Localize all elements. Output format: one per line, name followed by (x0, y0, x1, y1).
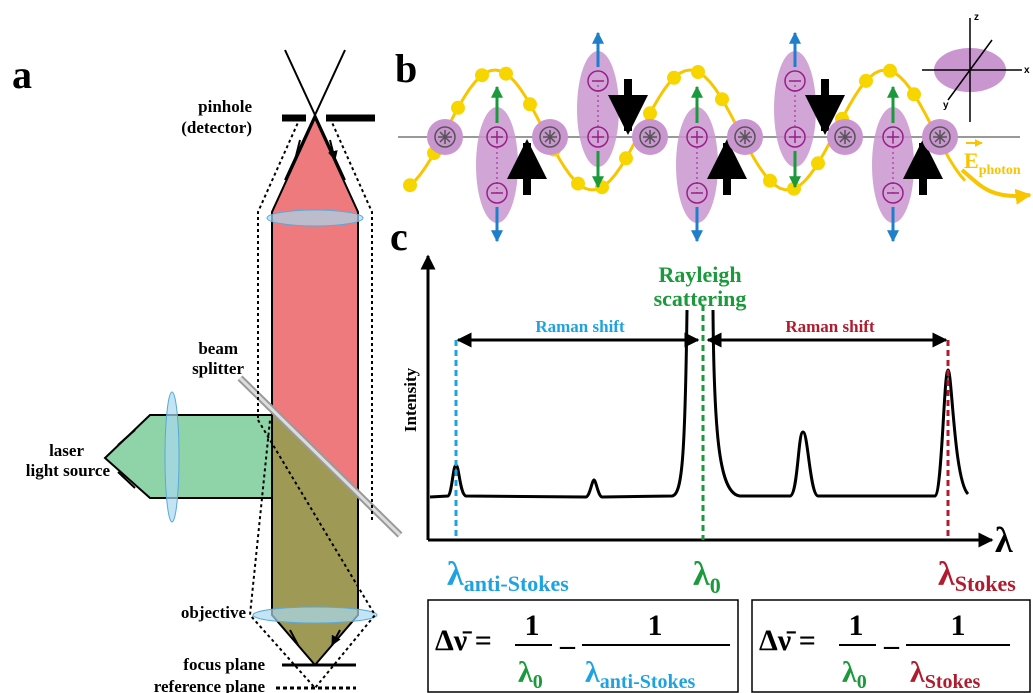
chain-bead (691, 65, 705, 79)
subscript: 0 (710, 573, 721, 598)
chain-bead (883, 64, 897, 78)
label: beam (198, 339, 238, 358)
chain-bead (859, 74, 873, 88)
molecule-chain (403, 33, 965, 241)
equation-lhs: Δν̄ = (759, 624, 816, 657)
subscript: 0 (533, 671, 543, 693)
panel-label: b (395, 46, 417, 91)
label: reference plane (154, 677, 266, 693)
denominator: λ0 (518, 656, 543, 693)
denominator: λStokes (910, 656, 981, 693)
lambda: λ (447, 556, 464, 593)
chain-bead (763, 174, 777, 188)
numerator: 1 (525, 609, 540, 642)
dipole (872, 107, 914, 223)
subscript: Stokes (925, 671, 981, 693)
denominator: λanti-Stokes (585, 656, 696, 693)
subscript: 0 (857, 671, 867, 693)
equation-lhs: Δν̄ = (435, 624, 492, 657)
chain-bead (667, 71, 681, 85)
y-axis-label: Intensity (401, 367, 420, 432)
rayleigh-label: scattering (654, 286, 747, 311)
atom-star (838, 130, 852, 144)
label: light source (26, 461, 111, 480)
shift-label: Raman shift (535, 317, 625, 336)
field-label: Ephoton (964, 148, 1021, 178)
subscript: anti-Stokes (600, 671, 696, 693)
chain-bead (811, 156, 825, 170)
dipole (476, 107, 518, 223)
chain-bead (715, 92, 729, 106)
atom-star (738, 130, 752, 144)
field-subscript: photon (979, 163, 1021, 178)
label: focus plane (183, 655, 265, 674)
chain-bead (571, 177, 585, 191)
lambda: λ (693, 556, 710, 593)
atom-star (933, 130, 947, 144)
numerator: 1 (849, 609, 864, 642)
atom-star (438, 130, 452, 144)
axis-name: y (943, 100, 949, 111)
subscript: anti-Stokes (464, 571, 570, 596)
lambda: λ (938, 556, 955, 593)
chain-bead (643, 106, 657, 120)
chain-bead (475, 68, 489, 82)
chain-bead (619, 151, 633, 165)
axis-name: x (1024, 65, 1030, 76)
field-symbol: E (964, 148, 979, 173)
spectrum (430, 310, 968, 497)
numerator: 1 (648, 609, 663, 642)
chain-bead (451, 101, 465, 115)
figure: a pinhole (detector) beam splitter laser… (0, 0, 1033, 693)
label: pinhole (198, 97, 252, 116)
minus: – (559, 629, 576, 662)
shift-label: Raman shift (785, 317, 875, 336)
x-axis-label: λ (995, 520, 1013, 560)
chain-bead (523, 97, 537, 111)
panel-label: c (390, 214, 408, 259)
lambda-label: λStokes (938, 556, 1016, 596)
dipole (577, 51, 619, 167)
minus: – (883, 629, 900, 662)
chain-bead (907, 87, 921, 101)
lambda: λ (585, 656, 600, 689)
lens (267, 210, 363, 226)
lens (165, 392, 179, 522)
label: splitter (192, 359, 244, 378)
coordinate-axes (922, 18, 1022, 122)
lambda: λ (842, 656, 857, 689)
subscript: Stokes (955, 571, 1017, 596)
atom-star (643, 130, 657, 144)
lambda: λ (910, 656, 925, 689)
label: (detector) (181, 118, 252, 137)
lambda: λ (518, 656, 533, 689)
dipole (676, 107, 718, 223)
label: laser (49, 441, 84, 460)
rayleigh-label: Rayleigh (658, 262, 741, 287)
lens (253, 607, 377, 623)
denominator: λ0 (842, 656, 867, 693)
label: objective (181, 603, 247, 622)
chain-bead (403, 178, 417, 192)
dipole (774, 51, 816, 167)
atom-star (543, 130, 557, 144)
numerator: 1 (951, 609, 966, 642)
lambda-label: λ0 (693, 556, 721, 598)
axis-name: z (974, 12, 979, 23)
lambda-label: λanti-Stokes (447, 556, 569, 596)
chain-bead (499, 67, 513, 81)
panel-label: a (12, 52, 32, 97)
